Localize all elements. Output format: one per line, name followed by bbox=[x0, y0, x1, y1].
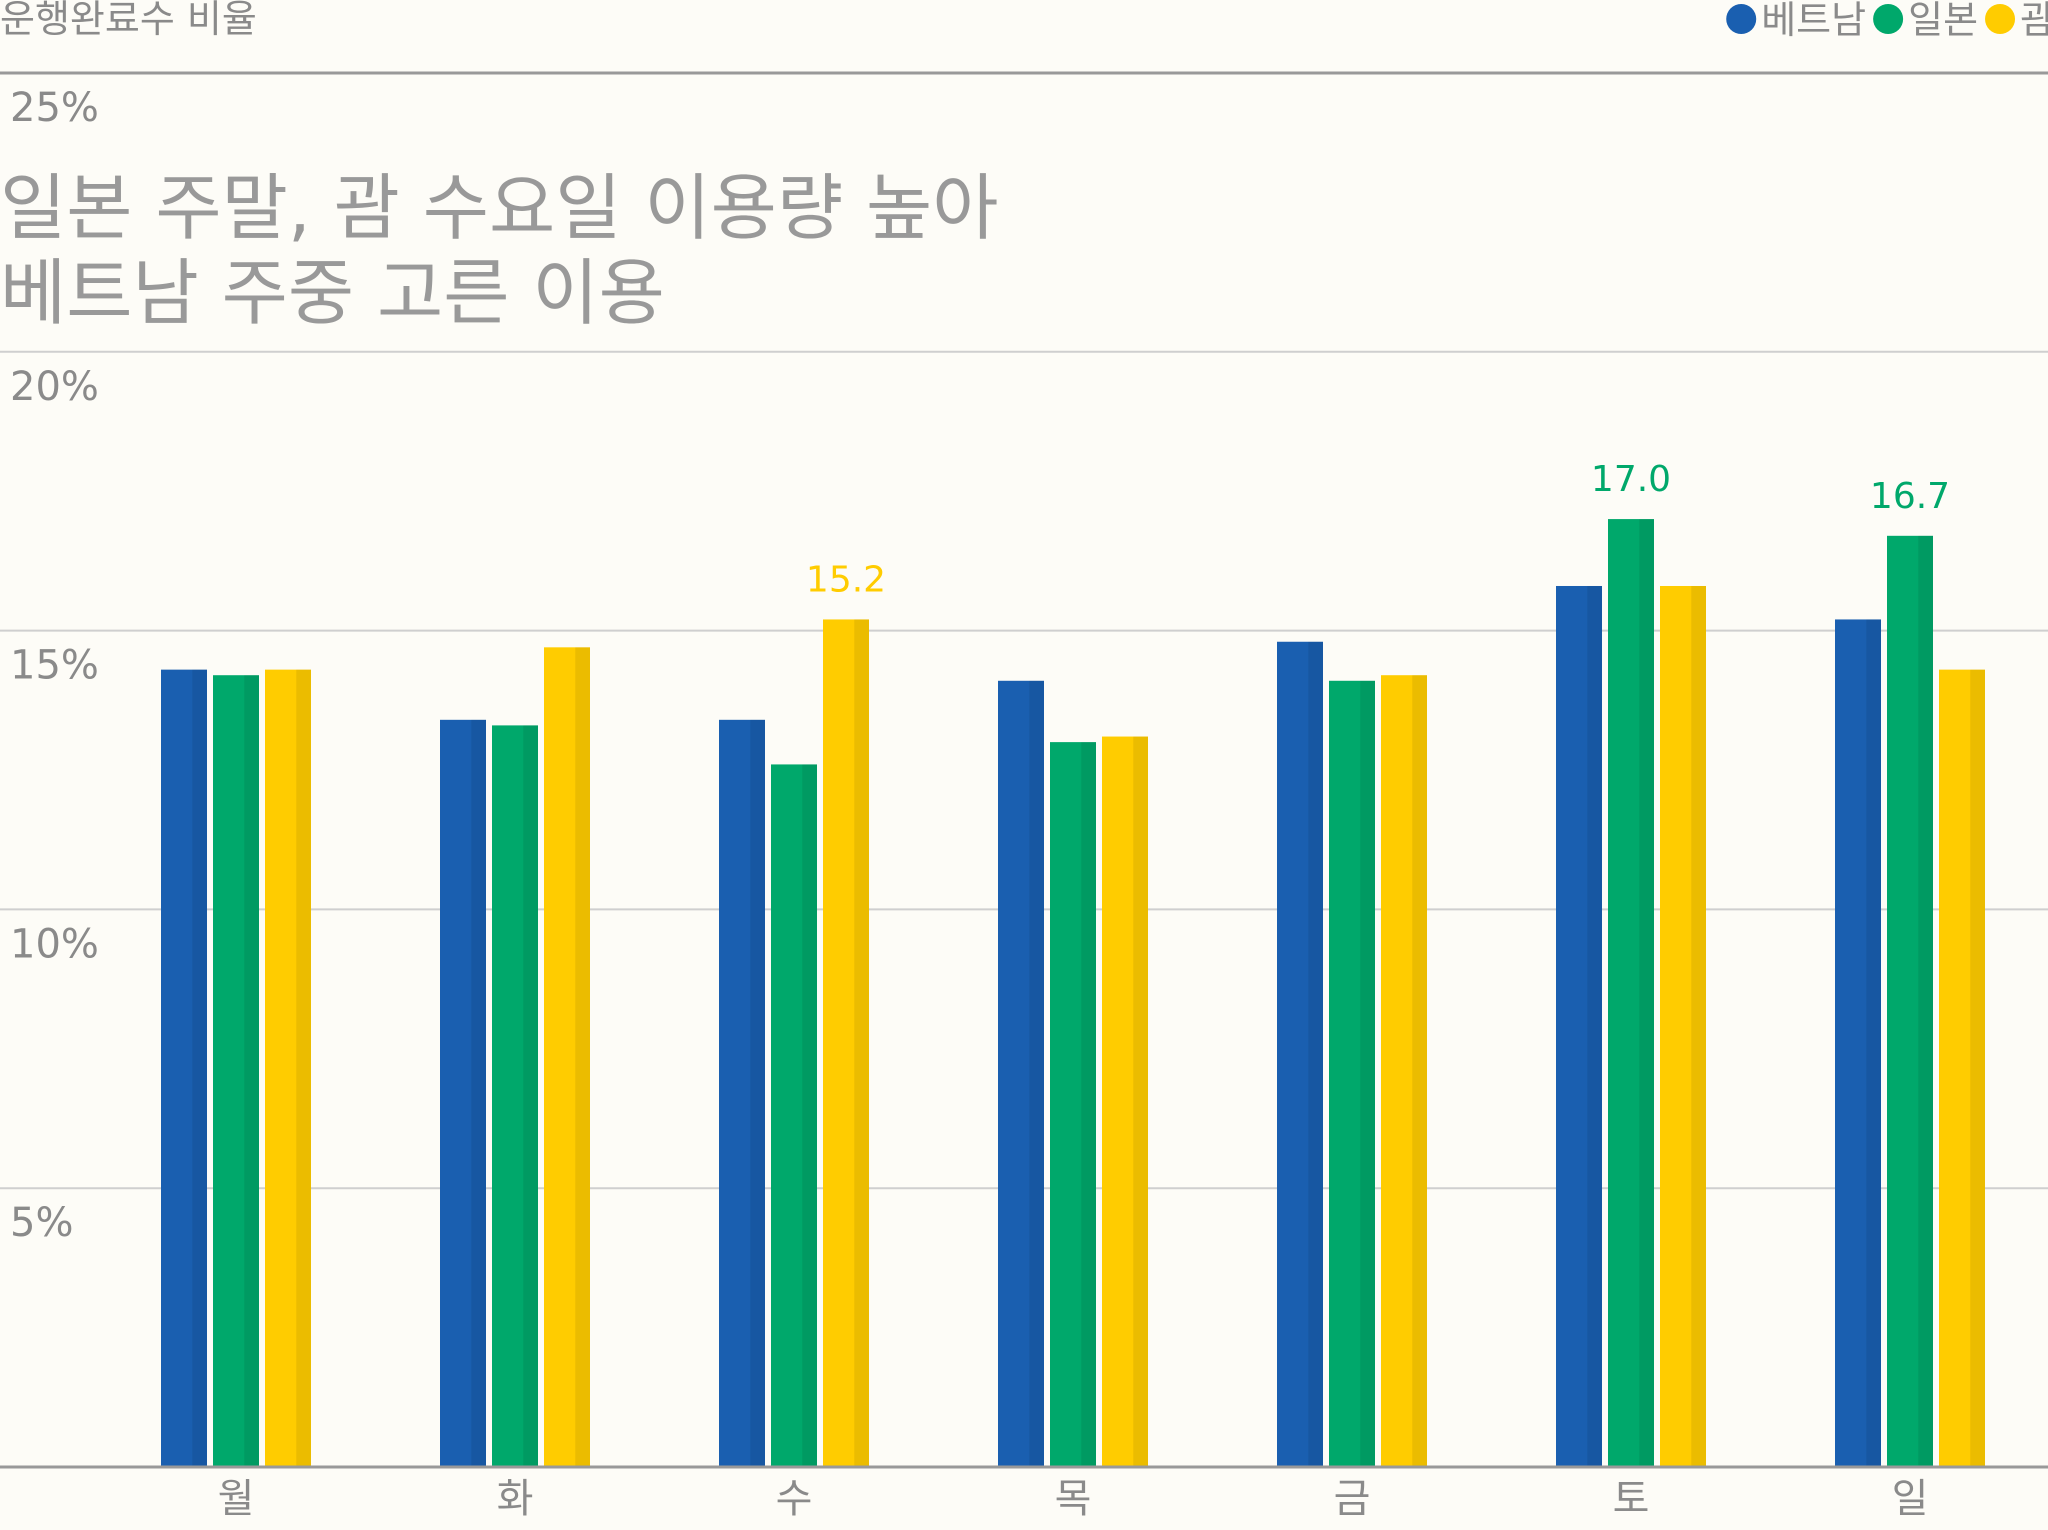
bar-shade-일본-토 bbox=[1639, 519, 1654, 1467]
bar-shade-괌-월 bbox=[296, 669, 311, 1467]
bar-shade-베트남-일 bbox=[1866, 619, 1881, 1467]
bar-shade-일본-일 bbox=[1918, 535, 1933, 1467]
bar-일본-토 bbox=[1608, 519, 1654, 1467]
legend-label: 베트남 bbox=[1761, 0, 1866, 42]
bar-shade-괌-금 bbox=[1412, 675, 1427, 1467]
data-label: 15.2 bbox=[806, 559, 886, 600]
bar-shade-일본-월 bbox=[244, 675, 259, 1467]
bar-shade-베트남-월 bbox=[192, 669, 207, 1467]
bar-shade-일본-수 bbox=[802, 764, 817, 1467]
x-category-label: 일 bbox=[1892, 1476, 1929, 1522]
x-category-label: 금 bbox=[1334, 1476, 1371, 1522]
x-category-label: 수 bbox=[776, 1476, 813, 1522]
bar-베트남-화 bbox=[440, 719, 486, 1467]
bar-shade-괌-일 bbox=[1970, 669, 1985, 1467]
bar-shade-괌-토 bbox=[1691, 585, 1706, 1467]
data-label: 16.7 bbox=[1870, 476, 1950, 517]
bar-shade-괌-화 bbox=[575, 647, 590, 1467]
legend-label: 괌 bbox=[2020, 0, 2048, 42]
bar-베트남-토 bbox=[1556, 585, 1602, 1467]
legend-swatch bbox=[1726, 4, 1757, 34]
bar-shade-베트남-금 bbox=[1308, 641, 1323, 1467]
legend-item-베트남: 베트남 bbox=[1726, 0, 1866, 42]
x-category-label: 화 bbox=[497, 1476, 534, 1522]
bar-베트남-일 bbox=[1835, 619, 1881, 1467]
legend-swatch bbox=[1985, 4, 2016, 34]
bar-shade-일본-금 bbox=[1360, 680, 1375, 1467]
y-tick-label: 20% bbox=[10, 364, 99, 410]
x-category-label: 토 bbox=[1613, 1476, 1650, 1522]
legend-swatch bbox=[1873, 4, 1904, 34]
bar-괌-월 bbox=[265, 669, 311, 1467]
legend-item-일본: 일본 bbox=[1873, 0, 1978, 42]
bar-shade-일본-목 bbox=[1081, 742, 1096, 1467]
data-label: 17.0 bbox=[1591, 459, 1671, 500]
y-tick-label: 10% bbox=[10, 921, 99, 967]
bar-괌-금 bbox=[1381, 675, 1427, 1467]
bar-shade-베트남-토 bbox=[1587, 585, 1602, 1467]
bar-shade-일본-화 bbox=[523, 725, 538, 1467]
y-tick-label: 25% bbox=[10, 85, 99, 131]
bar-일본-금 bbox=[1329, 680, 1375, 1467]
bar-베트남-수 bbox=[719, 719, 765, 1467]
data-labels: 15.2 17.0 16.7 bbox=[806, 459, 1950, 600]
legend-label: 일본 bbox=[1908, 0, 1978, 42]
legend: 베트남 일본 괌 bbox=[1726, 0, 2048, 42]
bar-shade-괌-목 bbox=[1133, 736, 1148, 1467]
chart-title-line-1: 일본 주말, 괌 수요일 이용량 높아 bbox=[0, 166, 998, 250]
y-axis-tick-labels: 5% 10% 15% 20% 25% bbox=[10, 85, 99, 1246]
bar-shade-괌-수 bbox=[854, 619, 869, 1467]
bar-베트남-금 bbox=[1277, 641, 1323, 1467]
bars bbox=[161, 519, 1985, 1467]
bar-shade-베트남-수 bbox=[750, 719, 765, 1467]
chart-subtitle: 운행완료수 비율 bbox=[0, 0, 257, 41]
y-tick-label: 5% bbox=[10, 1200, 73, 1246]
bar-shade-베트남-화 bbox=[471, 719, 486, 1467]
bar-베트남-월 bbox=[161, 669, 207, 1467]
bar-일본-일 bbox=[1887, 535, 1933, 1467]
x-category-label: 목 bbox=[1055, 1476, 1092, 1522]
bar-괌-목 bbox=[1102, 736, 1148, 1467]
bar-베트남-목 bbox=[998, 680, 1044, 1467]
x-category-label: 월 bbox=[218, 1476, 255, 1522]
chart-title-line-2: 베트남 주중 고른 이용 bbox=[0, 251, 665, 335]
bar-일본-수 bbox=[771, 764, 817, 1467]
bar-괌-토 bbox=[1660, 585, 1706, 1467]
bar-일본-화 bbox=[492, 725, 538, 1467]
bar-shade-베트남-목 bbox=[1029, 680, 1044, 1467]
bar-괌-화 bbox=[544, 647, 590, 1467]
y-tick-label: 15% bbox=[10, 643, 99, 689]
legend-item-괌: 괌 bbox=[1985, 0, 2048, 42]
bar-괌-일 bbox=[1939, 669, 1985, 1467]
bar-괌-수 bbox=[823, 619, 869, 1467]
bar-일본-월 bbox=[213, 675, 259, 1467]
bar-일본-목 bbox=[1050, 742, 1096, 1467]
